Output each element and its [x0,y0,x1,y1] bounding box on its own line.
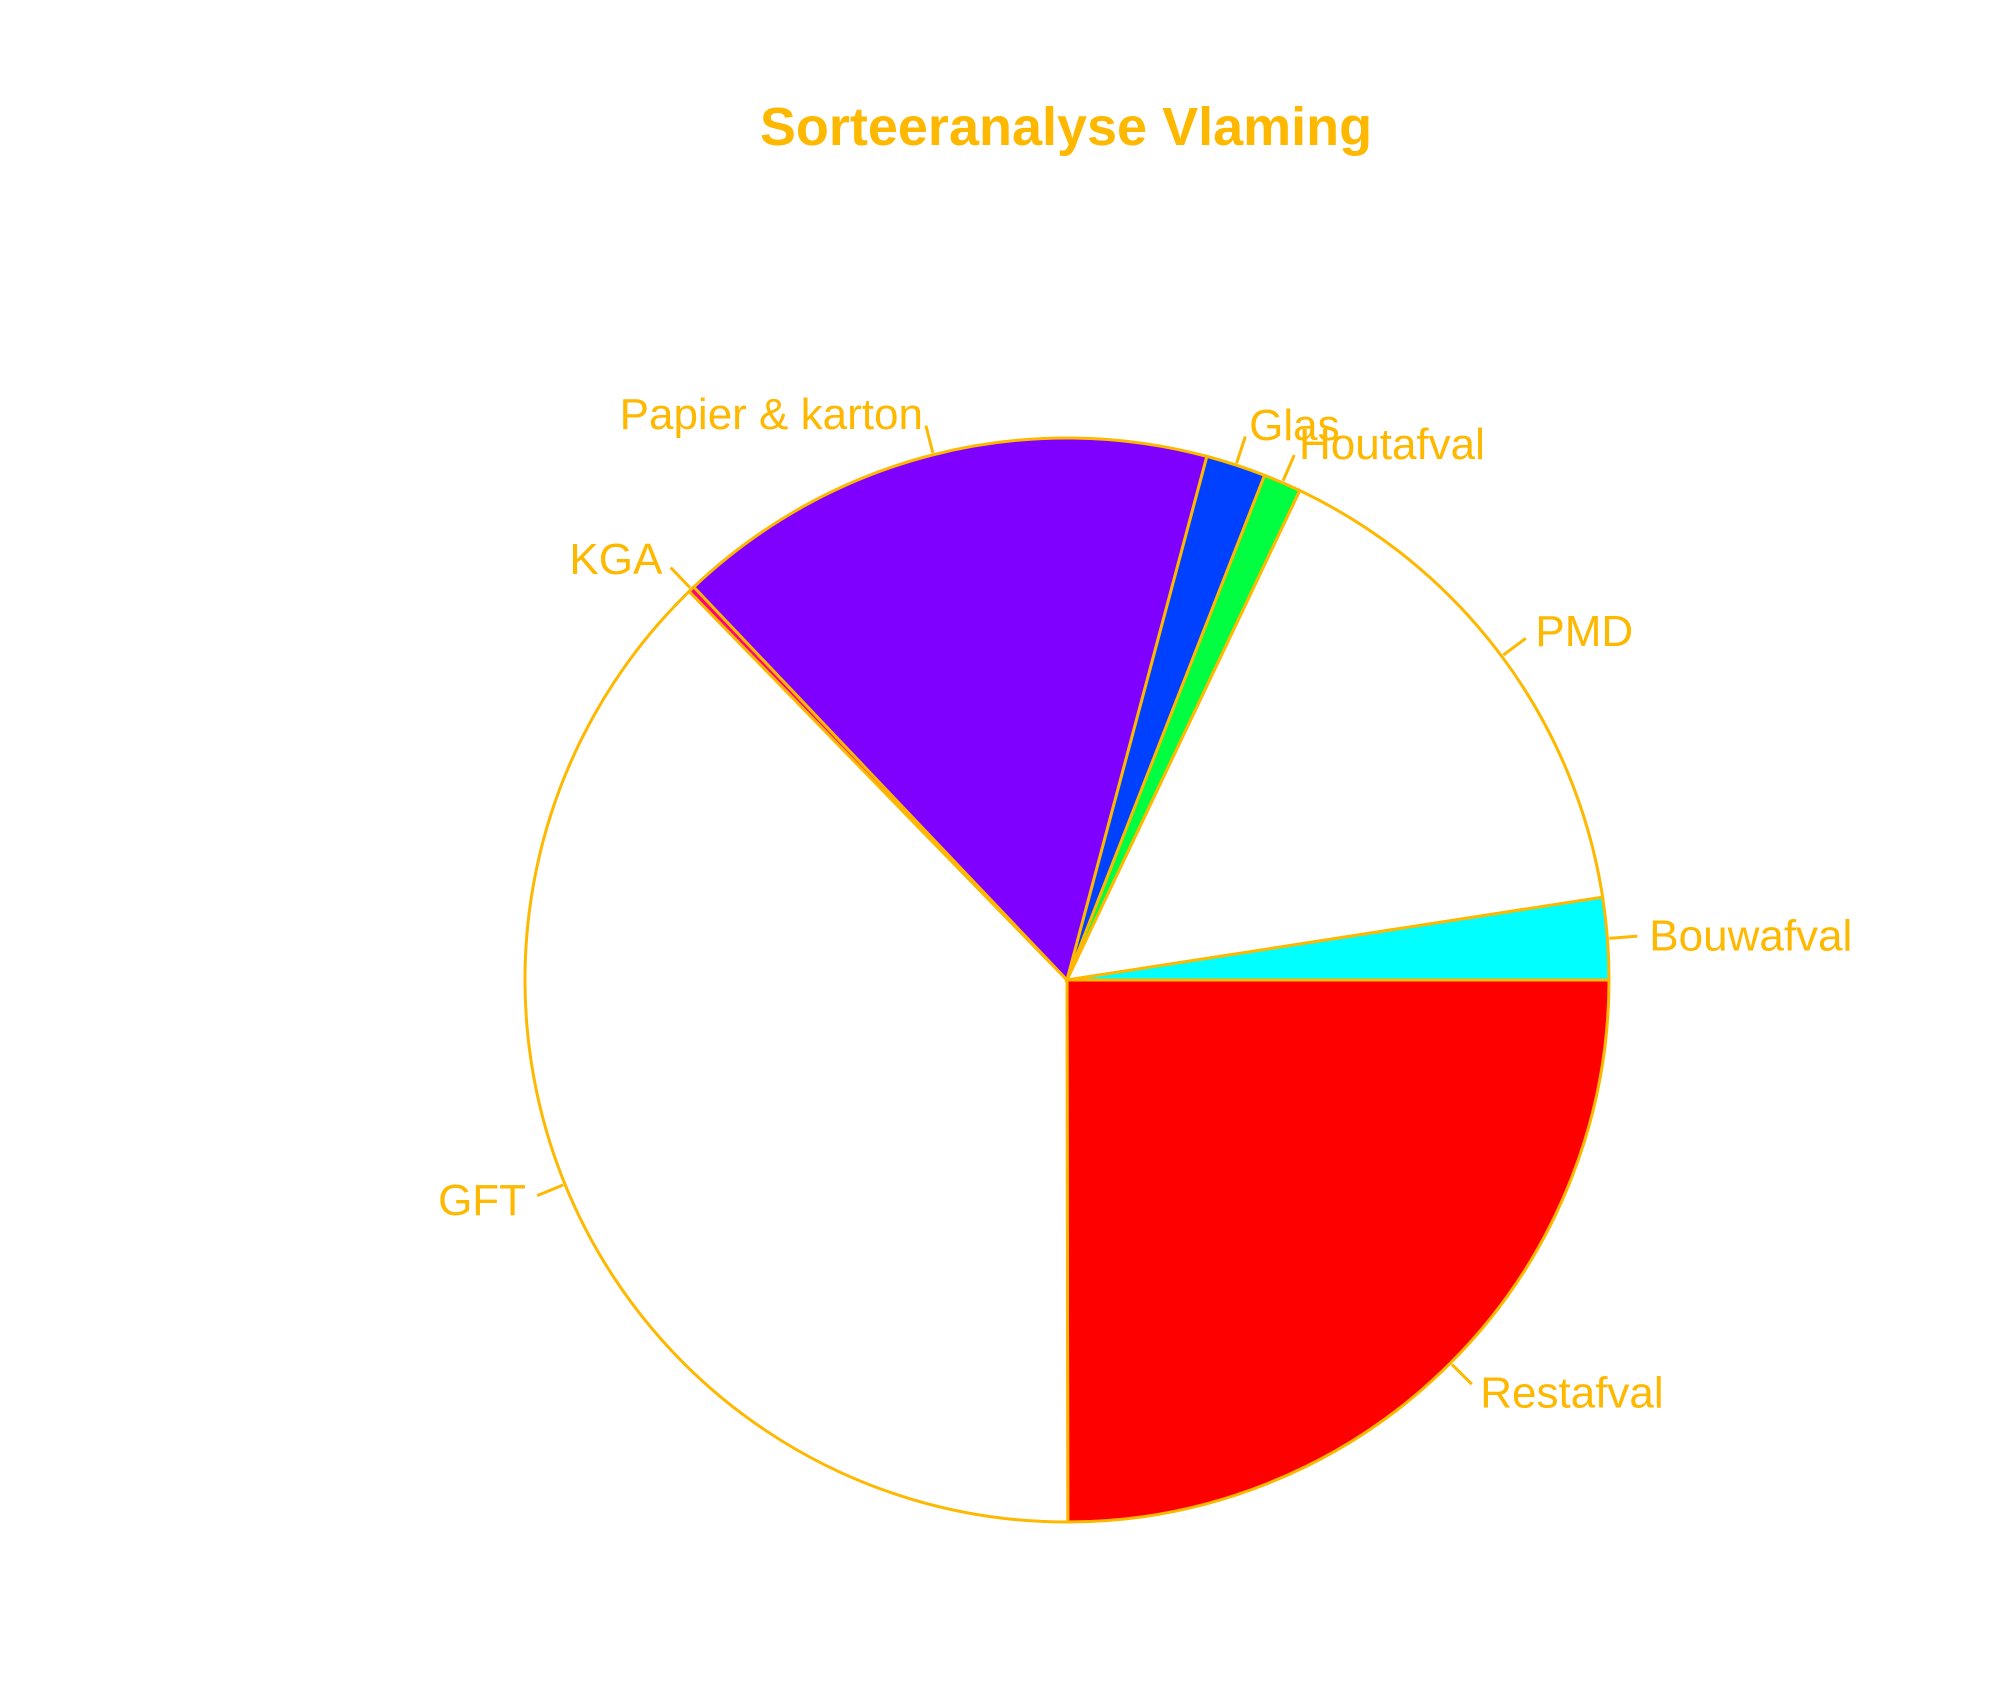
slice-label-glas: Glas [1249,401,1339,450]
leader-pmd [1502,637,1527,657]
slice-label-restafval: Restafval [1480,1369,1663,1418]
leader-gft [536,1183,564,1197]
slice-papier-karton [691,436,1209,983]
leader-glas [1235,436,1247,464]
leader-restafval [1450,1363,1473,1386]
slice-label-gft: GFT [438,1176,526,1225]
slice-gft [523,589,1070,1524]
slice-label-bouwafval: Bouwafval [1649,911,1852,960]
pie-slices [523,436,1611,1524]
leader-kga [669,566,692,589]
slice-label-pmd: PMD [1535,607,1633,656]
slice-label-kga: KGA [569,535,663,584]
slice-label-papier-karton: Papier & karton [620,390,923,439]
leader-houtafval [1281,454,1296,482]
slice-pmd [1064,488,1605,982]
slice-restafval [1065,978,1611,1524]
slice-label-houtafval: Houtafval [1299,420,1485,469]
leader-papier-karton [924,425,935,454]
chart-title: Sorteeranalyse Vlaming [760,97,1372,157]
slice-bouwafval [1066,895,1611,982]
leader-bouwafval [1609,934,1638,940]
slice-labels: Restafval GFT KGA Papier & karton GlasHoutaf… [438,390,1852,1418]
